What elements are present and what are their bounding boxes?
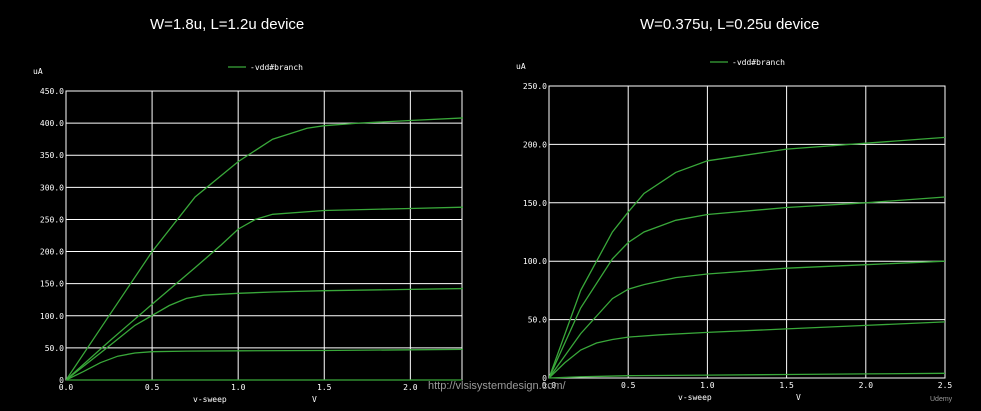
chart1-y-tick-label: 250.0 — [523, 82, 547, 91]
chart0-y-tick-label: 200.0 — [40, 248, 64, 257]
chart1-series-line-3 — [549, 196, 946, 379]
chart1-series-line-1 — [549, 321, 946, 379]
chart0-y-tick-label: 50.0 — [45, 344, 64, 353]
chart0-y-tick-label: 250.0 — [40, 215, 64, 224]
chart0-y-tick-label: 100.0 — [40, 312, 64, 321]
chart0-x-tick-label: 1.0 — [231, 383, 246, 392]
chart0-x-axis-label: v-sweep — [193, 395, 227, 404]
chart0-x-axis-unit: V — [312, 395, 317, 404]
right-chart-title: W=0.375u, L=0.25u device — [640, 16, 820, 33]
chart0-x-tick-label: 0.0 — [59, 383, 74, 392]
chart0-y-tick-label: 300.0 — [40, 183, 64, 192]
chart0-y-tick-label: 400.0 — [40, 119, 64, 128]
chart1-plot-frame — [548, 85, 946, 379]
chart1-series-line-2 — [549, 260, 946, 379]
chart1-series-line-4 — [549, 136, 946, 379]
chart0-y-tick-label: 0 — [59, 376, 64, 385]
chart0-y-tick-label: 450.0 — [40, 87, 64, 96]
chart1-y-tick-label: 50.0 — [528, 316, 547, 325]
chart1-y-tick-label: 150.0 — [523, 199, 547, 208]
chart1-x-tick-label: 1.0 — [700, 381, 715, 390]
chart1-x-tick-label: 1.5 — [779, 381, 794, 390]
watermark-url: http://vlsisystemdesign.com/ — [428, 380, 566, 392]
chart1-legend-label: -vdd#branch — [732, 58, 785, 67]
chart1-y-tick-label: 0 — [542, 374, 547, 383]
chart1-x-tick-label: 0.5 — [621, 381, 636, 390]
chart1-y-axis-label: uA — [516, 62, 526, 71]
chart0-y-axis-label: uA — [33, 67, 43, 76]
chart0-series-line-3 — [66, 206, 463, 381]
chart1-x-tick-label: 2.0 — [859, 381, 874, 390]
chart1-x-axis-label: v-sweep — [678, 393, 712, 402]
chart0-x-tick-label: 2.0 — [403, 383, 418, 392]
chart1-x-tick-label: 0.0 — [542, 381, 557, 390]
chart0-legend-label: -vdd#branch — [250, 63, 303, 72]
chart0-series-line-1 — [66, 348, 463, 381]
chart0-x-tick-label: 0.5 — [145, 383, 160, 392]
brand-logo-text: Udemy — [930, 396, 953, 403]
chart1-x-tick-label: 2.5 — [938, 381, 953, 390]
left-chart-title: W=1.8u, L=1.2u device — [150, 16, 305, 33]
chart0-series-line-2 — [66, 287, 463, 381]
chart1-series-line-0 — [549, 372, 946, 379]
chart1-x-axis-unit: V — [796, 393, 801, 402]
chart0-y-tick-label: 350.0 — [40, 151, 64, 160]
chart1-y-tick-label: 200.0 — [523, 140, 547, 149]
chart1-y-tick-label: 100.0 — [523, 257, 547, 266]
chart0-x-tick-label: 1.5 — [317, 383, 332, 392]
chart0-y-tick-label: 150.0 — [40, 280, 64, 289]
chart0-series-line-4 — [66, 117, 463, 381]
